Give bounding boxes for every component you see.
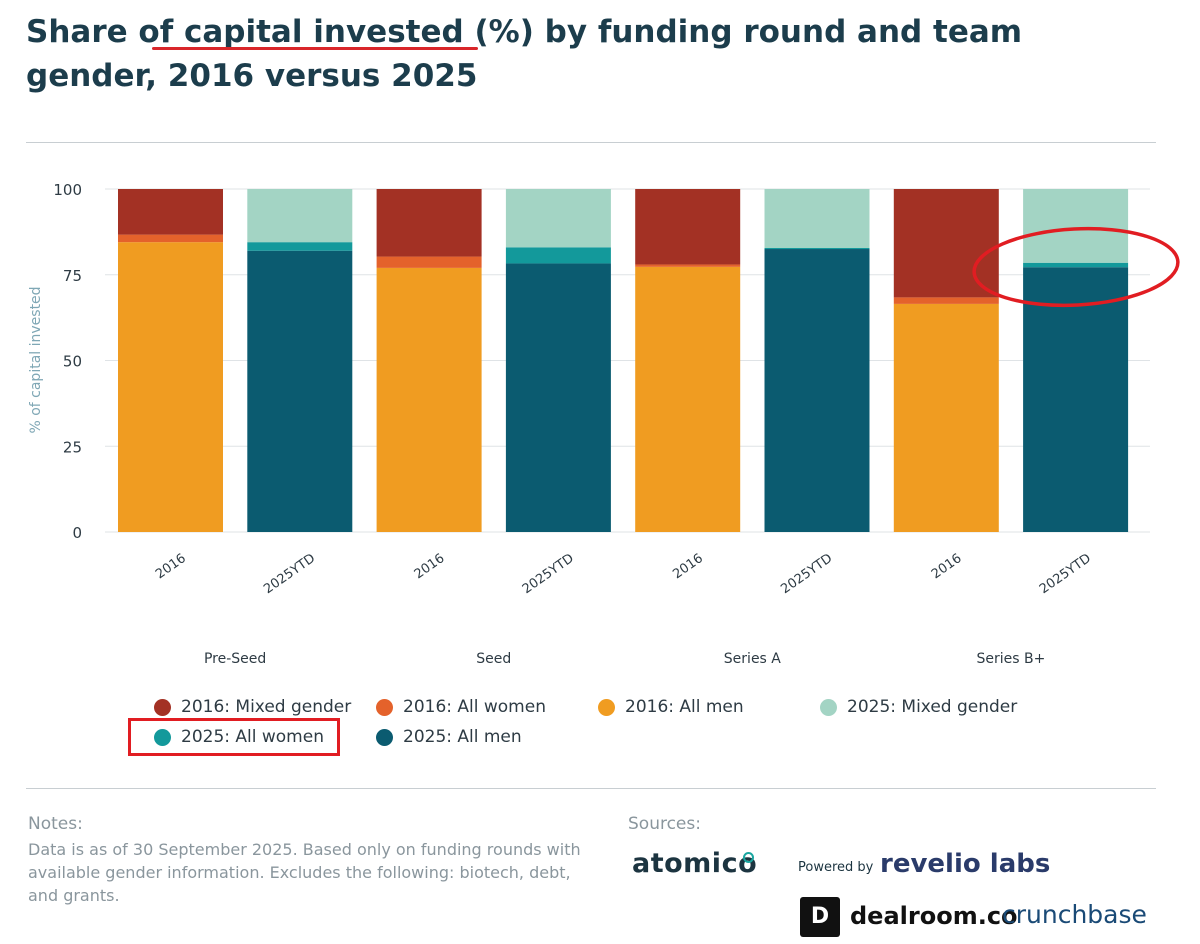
legend-label: 2016: All women [403,697,546,717]
x-tick-label: 2025YTD [520,551,577,597]
atomico-logo-dot [743,852,754,863]
y-tick-label: 0 [72,524,82,542]
bar-segment [764,247,870,250]
bar-segment [893,189,999,298]
bar-segment [376,256,482,268]
legend-label: 2025: All men [403,727,522,747]
bar-segment [1023,267,1129,532]
bar-segment [1023,189,1129,263]
dealroom-logo: dealroom.co [850,902,1018,930]
x-tick-label: 2025YTD [778,551,835,597]
bar-segment [635,189,741,265]
y-tick-label: 50 [63,353,82,371]
legend-item-2016-men: 2016: All men [598,694,744,720]
x-tick-label: 2025YTD [1037,551,1094,597]
legend-item-2016-women: 2016: All women [376,694,546,720]
bar-segment [247,189,353,243]
legend-swatch [154,698,171,716]
y-axis-label: % of capital invested [28,286,44,433]
bar-segment [893,303,999,532]
y-tick-label: 25 [63,438,82,456]
y-tick-label: 100 [53,181,82,199]
legend-label: 2016: All men [625,697,744,717]
legend-item-2016-mixed: 2016: Mixed gender [154,694,351,720]
highlight-ellipse [972,226,1180,308]
x-tick-label: 2016 [412,551,448,582]
group-label: Series A [724,651,782,667]
chart-title: Share of capital invested (%) by funding… [26,14,1023,94]
bar-segment [118,234,223,243]
legend-swatch [376,728,393,746]
legend-label: 2025: Mixed gender [847,697,1018,717]
bar-segment [505,263,611,532]
bar-segment [247,242,353,251]
legend-label: 2016: Mixed gender [181,697,352,717]
legend-item-2025-men: 2025: All men [376,724,522,750]
atomico-logo: atomico [632,848,758,879]
bar-segment [376,189,482,257]
bar-segment [764,249,870,532]
bar-segment [247,250,353,533]
legend-swatch [820,698,837,716]
bar-segment [764,189,870,248]
bar-segment [893,297,999,304]
legend-swatch [376,698,393,716]
bar-segment [1023,262,1129,268]
bar-segment [635,264,741,267]
notes-text: Data is as of 30 September 2025. Based o… [28,840,581,905]
bar-segment [505,247,611,264]
chart-legend: 2016: Mixed gender 2016: All women 2016:… [150,692,1150,762]
bottom-divider [26,788,1156,789]
bar-segment [505,189,611,248]
powered-by-text: Powered by [798,860,874,875]
top-divider [26,142,1156,143]
legend-swatch [154,728,171,746]
group-label: Pre-Seed [204,651,266,667]
title-highlight-underline [152,47,478,50]
legend-item-2025-women: 2025: All women [154,724,324,750]
crunchbase-logo: crunchbase [1002,900,1147,929]
bar-segment [635,266,741,532]
x-tick-label: 2016 [929,551,965,582]
bar-segment [376,267,482,532]
legend-highlight-box [128,718,340,756]
stacked-bar-chart: 0 25 50 75 100 % of capital invested 2016 2025Y… [28,181,1180,667]
legend-item-2025-mixed: 2025: Mixed gender [820,694,1017,720]
legend-label: 2025: All women [181,727,324,747]
x-tick-label: 2016 [670,551,706,582]
bar-segment [118,242,223,533]
notes-label: Notes: [28,814,83,834]
revelio-labs-logo: revelio labs [880,849,1051,879]
sources-label: Sources: [628,814,701,834]
x-tick-label: 2025YTD [261,551,318,597]
x-tick-label: 2016 [153,551,189,582]
group-label: Seed [476,651,511,667]
bar-segment [118,189,223,235]
y-tick-label: 75 [63,267,82,285]
group-label: Series B+ [977,651,1046,667]
dealroom-logo-mark: D [800,897,840,937]
legend-swatch [598,698,615,716]
